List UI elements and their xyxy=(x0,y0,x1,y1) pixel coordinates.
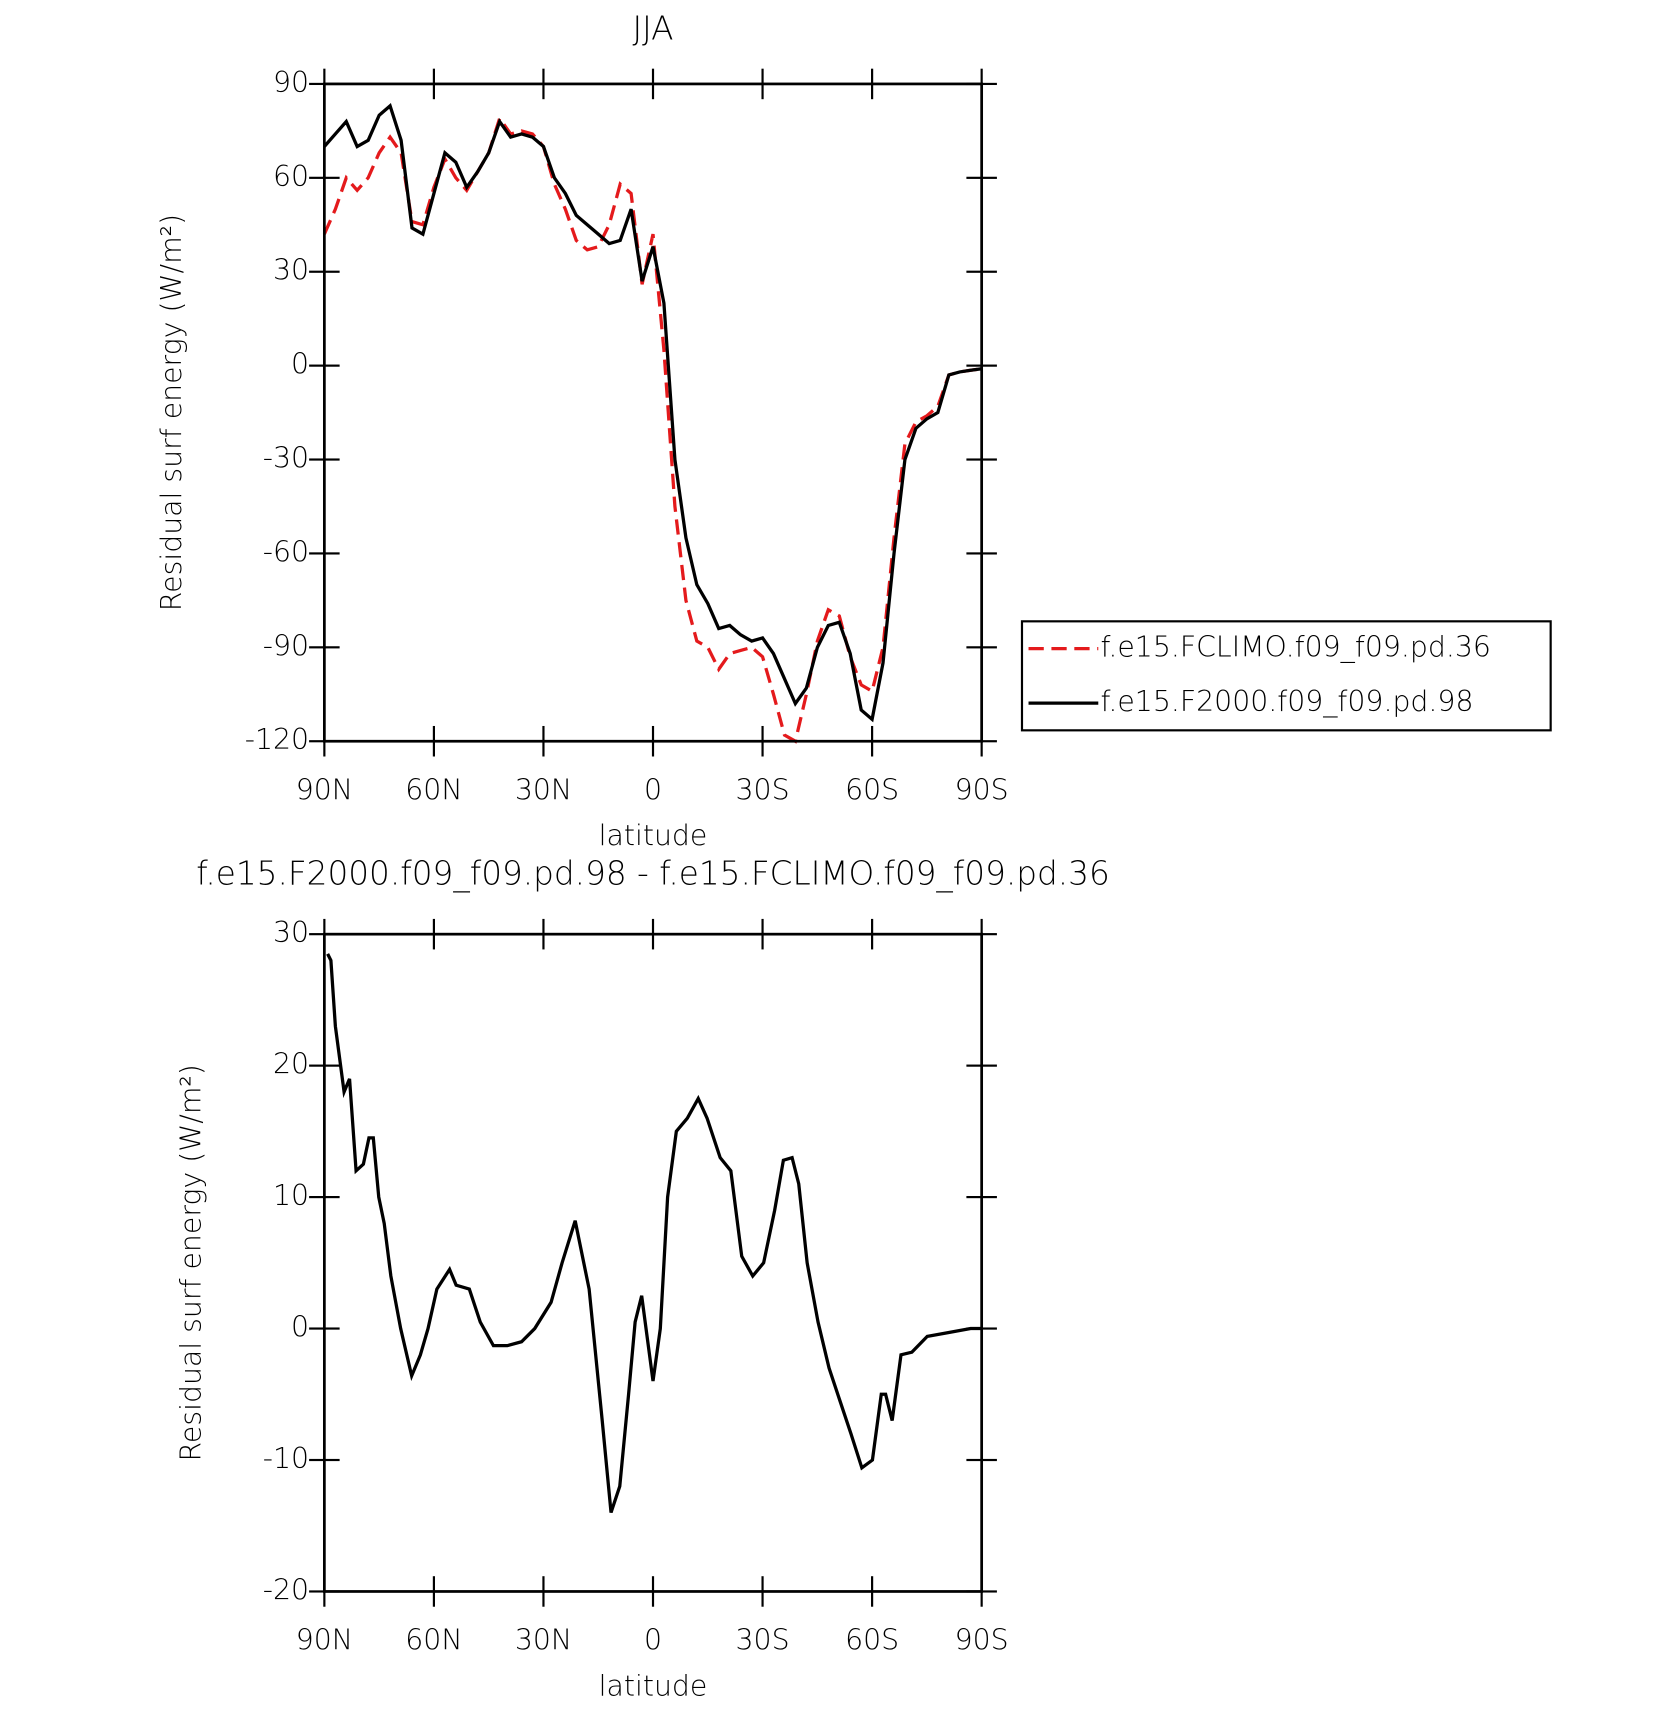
x-tick-label: 90S xyxy=(955,773,1009,806)
y-tick-label: -120 xyxy=(245,723,309,756)
y-tick-label: 30 xyxy=(273,254,309,287)
y-axis-label: Residual surf energy (W/m²) xyxy=(174,1064,207,1461)
y-tick-label: 90 xyxy=(273,66,309,99)
y-tick-label: 60 xyxy=(273,160,309,193)
legend-label: f.e15.FCLIMO.f09_f09.pd.36 xyxy=(1100,631,1490,665)
x-axis-label: latitude xyxy=(599,1669,708,1702)
x-tick-label: 60N xyxy=(405,1624,462,1657)
y-tick-label: -20 xyxy=(263,1573,309,1606)
legend-label: f.e15.F2000.f09_f09.pd.98 xyxy=(1100,685,1473,719)
x-tick-label: 30S xyxy=(736,1624,790,1657)
x-tick-label: 60S xyxy=(845,773,899,806)
x-tick-label: 90N xyxy=(296,773,353,806)
plot-frame xyxy=(322,82,984,743)
y-tick-label: 20 xyxy=(273,1048,309,1081)
x-tick-label: 90N xyxy=(296,1624,353,1657)
y-tick-label: 0 xyxy=(291,348,309,381)
y-axis-label: Residual surf energy (W/m²) xyxy=(155,214,188,611)
x-tick-label: 90S xyxy=(955,1624,1009,1657)
x-tick-label: 0 xyxy=(644,773,662,806)
y-tick-label: 30 xyxy=(273,916,309,949)
x-tick-label: 60S xyxy=(845,1624,899,1657)
y-tick-label: -30 xyxy=(263,442,309,475)
x-tick-label: 60N xyxy=(405,773,462,806)
legend-box xyxy=(1020,620,1552,732)
chart-title: JJA xyxy=(632,10,673,48)
data-line xyxy=(323,102,982,723)
data-line xyxy=(326,953,982,1514)
x-tick-label: 30N xyxy=(515,773,572,806)
y-tick-label: 10 xyxy=(273,1179,309,1212)
x-axis-label: latitude xyxy=(599,819,708,852)
y-tick-label: -90 xyxy=(263,629,309,662)
x-tick-label: 30S xyxy=(736,773,790,806)
x-tick-label: 0 xyxy=(644,1624,662,1657)
y-tick-label: 0 xyxy=(291,1311,309,1344)
x-tick-label: 30N xyxy=(515,1624,572,1657)
y-tick-label: -10 xyxy=(263,1442,309,1475)
chart-title: f.e15.F2000.f09_f09.pd.98 - f.e15.FCLIMO… xyxy=(196,854,1110,892)
plot-frame xyxy=(322,932,984,1593)
y-tick-label: -60 xyxy=(263,535,309,568)
